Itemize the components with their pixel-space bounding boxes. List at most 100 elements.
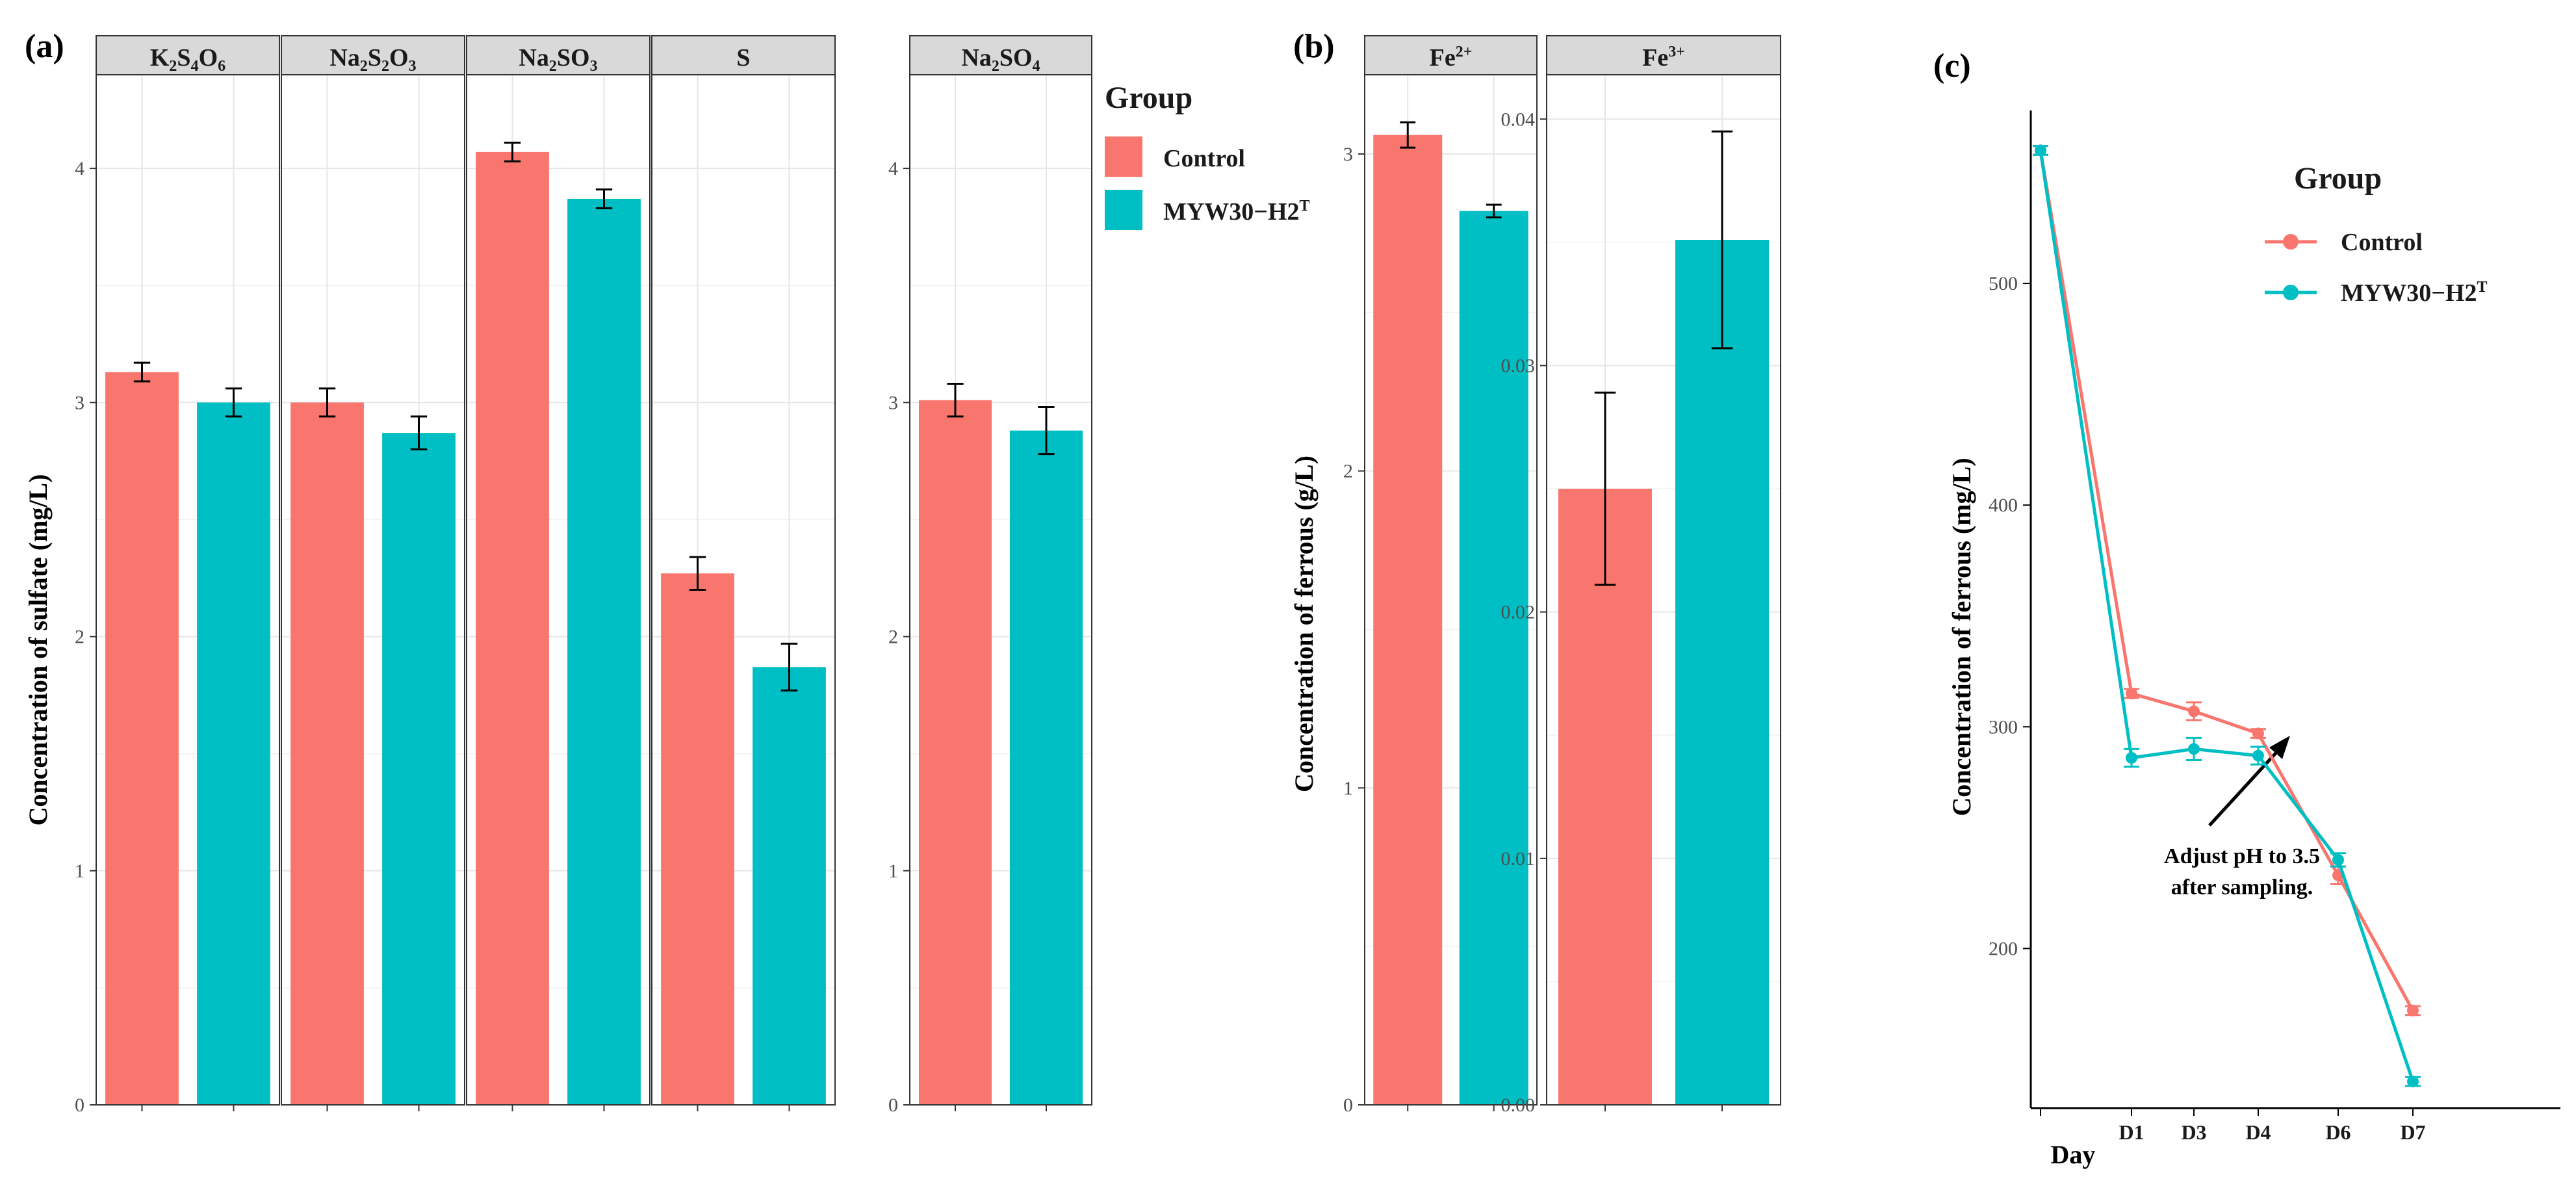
- panel-c-ytick-label: 400: [1989, 495, 2018, 516]
- panel-c-xtick-label: D3: [2181, 1120, 2206, 1144]
- panel-a-s-strip-label: S: [736, 44, 750, 71]
- panel-a-na2s2o3-bar-treatment: [382, 433, 456, 1105]
- panel-a-ylabel: Concentration of sulfate (mg/L): [23, 474, 53, 825]
- panel-c-xtick-label: D6: [2325, 1120, 2351, 1144]
- panel-c-point-treatment: [2126, 752, 2137, 764]
- panel-c-point-treatment: [2252, 749, 2264, 762]
- panel-c-tag: (c): [1933, 47, 1971, 84]
- panel-a-k2s4o6-bar-control: [105, 372, 179, 1105]
- legend-ab-swatch-treatment: [1105, 190, 1142, 230]
- panel-a-na2so4-strip: [909, 35, 1092, 75]
- panel-b-fe2-bar-control: [1373, 135, 1443, 1106]
- panel-c-point-control: [2188, 705, 2200, 718]
- panel-c-line-treatment: [2039, 150, 2415, 1082]
- panel-b-fe2-strip-label: Fe2+​: [1430, 44, 1473, 71]
- panel-b-fe2-strip: [1364, 35, 1538, 75]
- panel-c-point-control: [2126, 688, 2137, 700]
- panel-a-na2s2o3-strip-label: Na2​S2​O3​: [329, 44, 416, 75]
- panel-b-fe3-ytick-label: 0.04: [1501, 109, 1536, 130]
- panel-b-fe3-facet: Fe3+​ 0.00 0.01 0.02 0.03 0.04: [1501, 35, 1781, 1116]
- annotation-line2: after sampling.: [2171, 875, 2313, 899]
- panel-a-na2so4-ytick-label: 3: [888, 392, 898, 413]
- panel-b-fe3-ytick-label: 0.00: [1501, 1094, 1536, 1116]
- panel-a-na2so4-strip-label: Na2​SO4​: [961, 44, 1040, 75]
- panel-a-k2s4o6-strip-label: K2​S4​O6​: [150, 44, 225, 75]
- panel-a-na2so4-bar-control: [919, 400, 992, 1106]
- panel-c-point-treatment: [2035, 144, 2046, 157]
- panel-c-ylabel: Concentration of ferrous (mg/L): [1947, 458, 1976, 816]
- legend-ab: Group Control MYW30−H2T: [1105, 81, 1310, 230]
- panel-a-na2so4-ytick-label: 2: [888, 627, 898, 648]
- legend-c-label-control: Control: [2341, 229, 2423, 256]
- panel-a-k2s4o6-ytick-label: 4: [75, 158, 84, 179]
- panel-a-s-bar-control: [661, 573, 734, 1105]
- panel-a-na2so3-bar-treatment: [567, 198, 641, 1106]
- panel-a-s-strip: [651, 35, 836, 75]
- panel-b-fe3-ytick-label: 0.03: [1501, 355, 1536, 376]
- legend-ab-title: Group: [1105, 81, 1192, 115]
- panel-a-na2so4-ytick-label: 1: [888, 860, 898, 882]
- panel-a-k2s4o6-ytick-label: 1: [75, 860, 84, 882]
- legend-ab-label-treatment: MYW30−H2T: [1163, 198, 1310, 226]
- panel-c-xtick-label: D1: [2119, 1120, 2144, 1144]
- panel-a-na2s2o3-facet: Na2​S2​O3​: [281, 35, 465, 1111]
- panel-b-fe3-bar-control: [1558, 489, 1652, 1105]
- panel-b-fe3-ytick-label: 0.02: [1501, 602, 1536, 623]
- plot-layer: K2​S4​O6​ 0 1 2 3 4 Na2​S2​O3​ Na2​SO3​ S Na2​SO4…: [75, 35, 2560, 1144]
- panel-a-na2so3-bar-control: [476, 151, 549, 1105]
- panel-c-ytick-label: 200: [1989, 938, 2018, 959]
- panel-b-fe2-bar-treatment: [1459, 211, 1528, 1105]
- panel-a-k2s4o6-strip: [96, 35, 280, 75]
- legend-c-point-control: [2283, 234, 2299, 250]
- panel-b-fe2-facet: Fe2+​ 0 1 2 3: [1343, 35, 1538, 1116]
- panel-a-na2s2o3-bar-control: [290, 402, 364, 1106]
- legend-c: Group Control MYW30−H2T: [2265, 161, 2488, 307]
- panel-b-fe2-ytick-label: 3: [1343, 144, 1353, 165]
- panel-c-linechart: 200 300 400 500 D1 D3 D4 D6 D7: [1989, 110, 2560, 1144]
- panel-a-k2s4o6-bar-treatment: [197, 402, 270, 1106]
- legend-c-label-treatment: MYW30−H2T: [2341, 279, 2488, 307]
- panel-a-na2so4-ytick-label: 0: [888, 1094, 898, 1116]
- panel-a-s-facet: S: [651, 35, 836, 1111]
- annotation-line1: Adjust pH to 3.5: [2164, 844, 2320, 868]
- annotation-arrow-shaft: [2208, 746, 2282, 827]
- legend-ab-swatch-control: [1105, 136, 1142, 177]
- panel-a-na2so3-facet: Na2​SO3​: [466, 35, 650, 1111]
- panel-a-na2so4-bar-treatment: [1010, 430, 1083, 1106]
- panel-a-na2s2o3-strip: [281, 35, 465, 75]
- annotation-arrow-head: [2269, 736, 2290, 759]
- panel-b-fe3-bar-treatment: [1675, 240, 1769, 1105]
- panel-c-xtick-label: D4: [2245, 1120, 2271, 1144]
- panel-c-point-treatment: [2188, 743, 2200, 755]
- panel-b-fe2-ytick-label: 2: [1343, 461, 1353, 482]
- panel-a-k2s4o6-ytick-label: 0: [75, 1094, 84, 1116]
- panel-b-fe3-ytick-label: 0.01: [1501, 848, 1536, 870]
- panel-b-fe3-strip: [1546, 35, 1781, 75]
- legend-c-point-treatment: [2283, 285, 2299, 300]
- panel-c-ytick-label: 500: [1989, 273, 2018, 294]
- panel-b-fe2-ytick-label: 0: [1343, 1094, 1353, 1116]
- panel-b-ylabel: Concentration of ferrous (g/L): [1289, 456, 1319, 792]
- panel-a-tag: (a): [25, 28, 64, 65]
- panel-b-fe3-strip-label: Fe3+​: [1642, 44, 1685, 71]
- panel-a-k2s4o6-facet: K2​S4​O6​ 0 1 2 3 4: [75, 35, 280, 1116]
- ph-annotation: Adjust pH to 3.5 after sampling.: [2164, 736, 2320, 899]
- legend-ab-label-control: Control: [1163, 145, 1245, 172]
- panel-a-k2s4o6-ytick-label: 3: [75, 392, 84, 413]
- panel-a-k2s4o6-ytick-label: 2: [75, 627, 84, 648]
- panel-a-s-bar-treatment: [753, 667, 826, 1105]
- panel-c-point-treatment: [2332, 853, 2344, 866]
- panel-a-na2so4-ytick-label: 4: [888, 158, 898, 179]
- panel-c-point-control: [2252, 727, 2264, 740]
- panel-c-point-treatment: [2407, 1076, 2419, 1088]
- panel-a-na2so4-facet: Na2​SO4​ 0 1 2 3 4: [888, 35, 1092, 1116]
- panel-a-na2so3-strip: [466, 35, 650, 75]
- panel-c-ytick-label: 300: [1989, 716, 2018, 738]
- panel-b-tag: (b): [1293, 28, 1335, 65]
- panel-c-xtick-label: D7: [2400, 1120, 2425, 1144]
- legend-c-title: Group: [2294, 161, 2382, 196]
- panel-a-na2so3-strip-label: Na2​SO3​: [519, 44, 597, 75]
- panel-b-fe2-ytick-label: 1: [1343, 777, 1353, 799]
- panel-c-xlabel: Day: [2051, 1140, 2096, 1169]
